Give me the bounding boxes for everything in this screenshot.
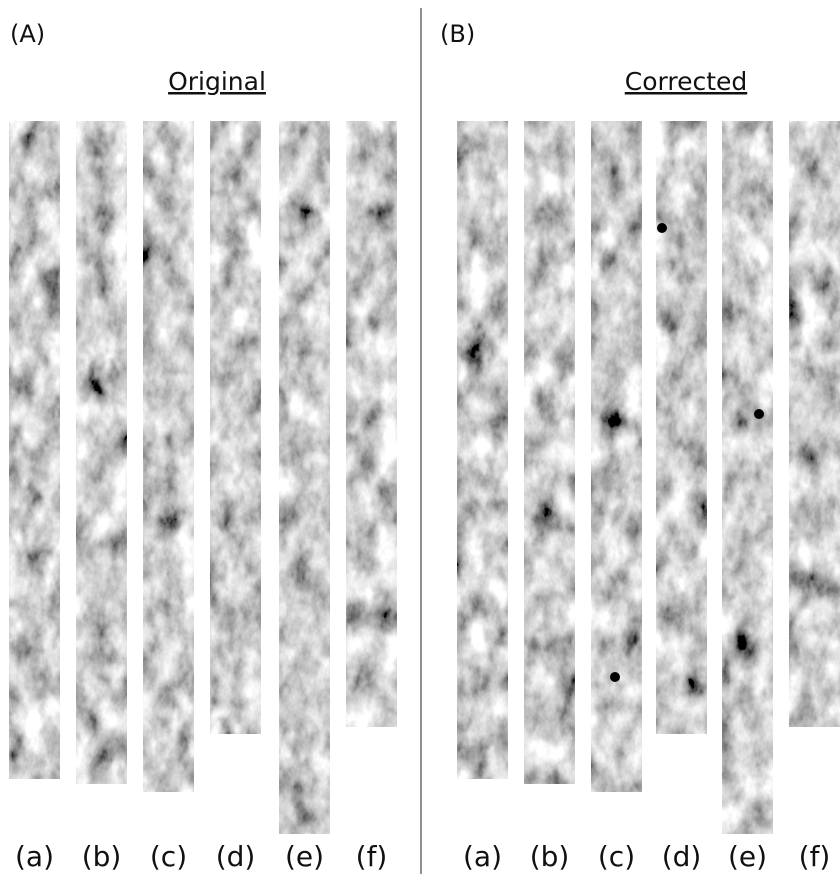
strip-label: (c) [598,840,635,873]
image-strip [457,121,508,779]
marker-dot [610,672,620,682]
page: (A) Original (a) (b) (c) (d) (e) (f) (B) Correcte… [0,0,840,874]
strip-label: (f) [356,840,388,873]
strip-label: (e) [728,840,767,873]
image-strip [591,121,642,792]
image-strip [210,121,261,734]
image-strip [789,121,840,727]
strip-label: (b) [530,840,570,873]
panel-title: Original [168,67,266,96]
panel-title: Corrected [625,67,748,96]
strip-label: (d) [216,840,256,873]
marker-dot [657,223,667,233]
strip-label: (e) [285,840,324,873]
strip-label: (a) [15,840,54,873]
image-strip [9,121,60,779]
strip-label: (f) [799,840,831,873]
strip-label: (d) [662,840,702,873]
image-strip [346,121,397,727]
image-strip [722,121,773,834]
image-strip [279,121,330,834]
panel-label: (A) [10,20,45,48]
strip-label: (b) [82,840,122,873]
marker-dot [754,409,764,419]
figure: (A) Original (a) (b) (c) (d) (e) (f) (B) Correcte… [0,0,840,874]
panel-label: (B) [440,20,475,48]
image-strip [524,121,575,784]
image-strip [656,121,707,734]
image-strip [143,121,194,792]
strip-label: (a) [463,840,502,873]
strip-label: (c) [150,840,187,873]
image-strip [76,121,127,784]
